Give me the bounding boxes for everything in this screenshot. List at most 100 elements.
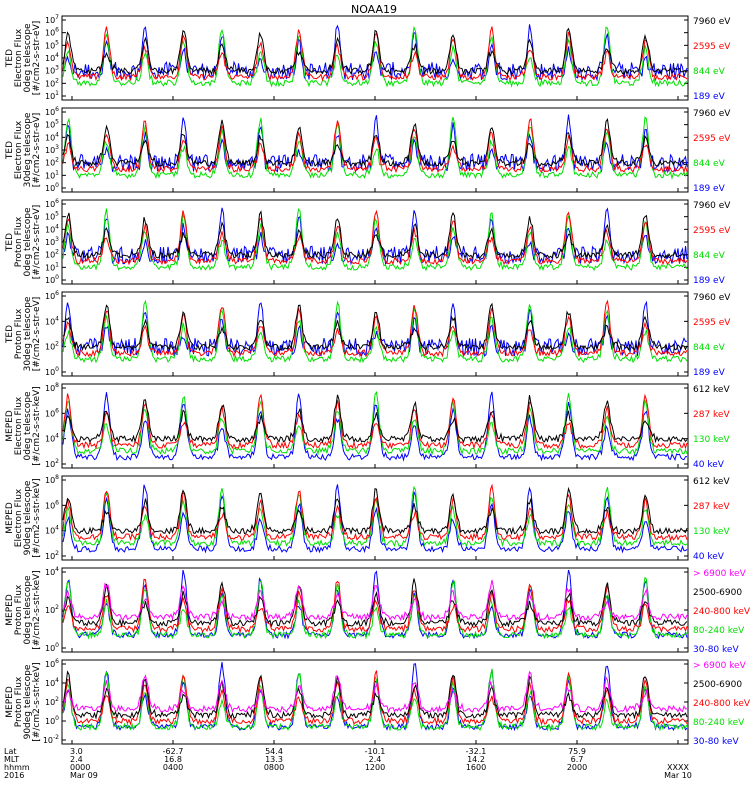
channel-label: 80-240 keV	[693, 626, 745, 636]
y-tick-label: 103	[45, 144, 59, 155]
panel-6: MEPED Electron Flux 90deg telescope [#/cm2-…	[5, 474, 730, 562]
channel-label: 844 eV	[693, 251, 726, 261]
panel-ylabel-line: Proton Flux	[14, 216, 24, 267]
panel-ylabel-line: 0deg telescope	[23, 575, 33, 645]
x-tick-label: -10.1	[365, 747, 386, 756]
y-tick-label: 101	[45, 169, 59, 180]
channel-label: 130 keV	[693, 527, 730, 537]
x-tick-label: 2000	[567, 763, 587, 772]
channel-label: 2500-6900	[693, 588, 742, 598]
y-tick-label: 106	[45, 290, 59, 301]
x-tick-label: 6.7	[571, 755, 584, 764]
panel-ylabel-line: [#/cm2-s-str-keV]	[32, 478, 42, 557]
series-line	[62, 393, 688, 450]
x-tick-label: 1200	[365, 763, 385, 772]
panel-ylabel-line: Electron Flux	[14, 488, 24, 547]
series-line	[62, 486, 688, 536]
series-line	[62, 579, 688, 622]
panel-ylabel-line: Proton Flux	[14, 676, 24, 727]
panel-ylabel-line: [#/cm2-s-str-eV]	[32, 21, 42, 96]
x-tick-label: 0000	[70, 763, 90, 772]
x-row-label: MLT	[4, 755, 19, 764]
channel-label: 7960 eV	[693, 17, 731, 27]
panel-4: TED Proton Flux 30deg telescope [#/cm2-s-st…	[5, 290, 731, 378]
series-line	[62, 578, 688, 634]
y-tick-label: 100	[45, 642, 59, 653]
y-tick-label: 10-2	[43, 734, 59, 745]
y-tick-label: 104	[45, 433, 59, 444]
series-line	[62, 391, 688, 462]
panel-ylabel-line: 30deg telescope	[23, 296, 33, 371]
panel-3: TED Proton Flux 0deg telescope [#/cm2-s-str…	[5, 198, 731, 286]
x-tick-label: Mar 10	[664, 771, 692, 780]
panel-ylabel-line: [#/cm2-s-str-keV]	[32, 570, 42, 649]
y-tick-label: 100	[45, 274, 59, 285]
panel-ylabel-line: MEPED	[5, 502, 15, 534]
panel-ylabel-line: TED	[5, 141, 15, 160]
x-row-label: Lat	[4, 747, 17, 756]
panel-ylabel-line: 90deg telescope	[23, 480, 33, 555]
series-line	[62, 208, 688, 272]
channel-label: > 6900 keV	[693, 569, 747, 579]
channel-label: 240-800 keV	[693, 699, 750, 709]
y-tick-label: 105	[45, 211, 59, 222]
panel-ylabel-line: [#/cm2-s-str-eV]	[32, 205, 42, 280]
channel-label: > 6900 keV	[693, 661, 747, 671]
series-line	[62, 116, 688, 180]
series-line	[62, 209, 688, 266]
panel-1: TED Electron Flux 0deg telescope [#/cm2-s-s…	[5, 14, 731, 102]
y-tick-label: 102	[45, 249, 59, 260]
series-line	[62, 27, 688, 76]
panel-ylabel-line: TED	[5, 325, 15, 344]
y-tick-label: 107	[45, 14, 59, 25]
panel-ylabel-line: TED	[5, 49, 15, 68]
channel-label: 2595 eV	[693, 42, 731, 52]
x-tick-label: 0800	[264, 763, 284, 772]
panel-ylabel: MEPED Electron Flux 90deg telescope [#/cm2-…	[5, 478, 42, 557]
y-tick-label: 102	[45, 550, 59, 561]
series-line	[62, 118, 688, 174]
x-tick-label: 14.2	[467, 755, 485, 764]
panel-ylabel: MEPED Proton Flux 90deg telescope [#/cm2-s-…	[5, 662, 42, 741]
x-tick-label: 16.8	[164, 755, 182, 764]
series-line	[62, 394, 688, 444]
panel-5: MEPED Electron Flux 0deg telescope [#/cm2-s…	[5, 382, 730, 470]
y-tick-label: 100	[45, 366, 59, 377]
channel-label: 7960 eV	[693, 293, 731, 303]
y-tick-label: 105	[45, 39, 59, 50]
series-line	[62, 483, 688, 542]
channel-label: 844 eV	[693, 343, 726, 353]
y-tick-label: 102	[45, 77, 59, 88]
channel-label: 844 eV	[693, 159, 726, 169]
y-tick-label: 102	[45, 696, 59, 707]
panel-ylabel-line: 0deg telescope	[23, 391, 33, 461]
y-tick-label: 104	[45, 52, 59, 63]
panel-ylabel-line: MEPED	[5, 686, 15, 718]
panel-ylabel-line: MEPED	[5, 594, 15, 626]
x-tick-label: -62.7	[163, 747, 184, 756]
y-tick-label: 104	[45, 131, 59, 142]
y-tick-label: 108	[45, 382, 59, 393]
x-tick-label: 3.0	[70, 747, 83, 756]
x-tick-label: 13.3	[265, 755, 283, 764]
y-tick-label: 106	[45, 407, 59, 418]
panel-frame	[61, 199, 689, 285]
y-tick-label: 102	[45, 341, 59, 352]
channel-label: 80-240 keV	[693, 718, 745, 728]
y-tick-label: 102	[45, 157, 59, 168]
channel-label: 7960 eV	[693, 201, 731, 211]
series-line	[62, 117, 688, 168]
x-tick-label: 0400	[163, 763, 183, 772]
chart-title: NOAA19	[351, 3, 397, 16]
y-tick-label: 103	[45, 65, 59, 76]
series-line	[62, 390, 688, 456]
panel-ylabel-line: Proton Flux	[14, 584, 24, 635]
panel-ylabel-line: TED	[5, 233, 15, 252]
panel-frame	[61, 291, 689, 377]
y-tick-label: 104	[45, 525, 59, 536]
panel-ylabel-line: [#/cm2-s-str-keV]	[32, 662, 42, 741]
panel-ylabel-line: Electron Flux	[14, 120, 24, 179]
